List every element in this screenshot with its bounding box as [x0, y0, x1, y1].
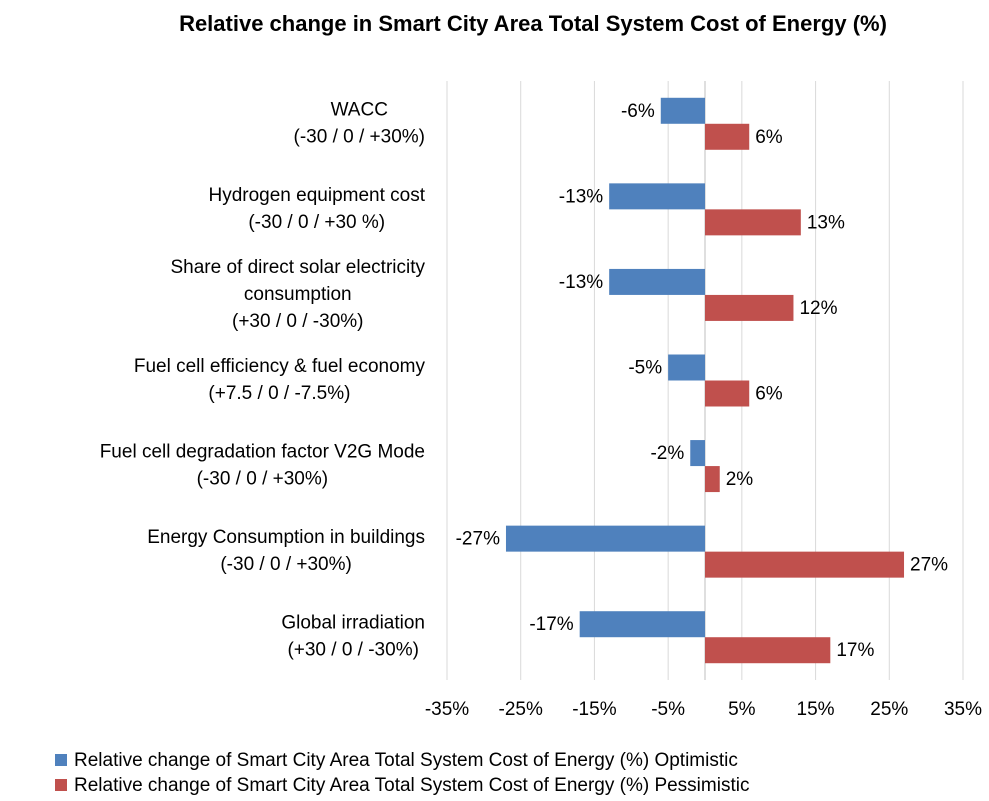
bar [705, 380, 750, 407]
category-label-line: consumption [244, 284, 352, 305]
category-label-line: (-30 / 0 / +30%) [197, 469, 328, 490]
category-label-line: Global irradiation [281, 613, 425, 634]
category-label: Hydrogen equipment cost (-30 / 0 / +30 %) [208, 185, 425, 233]
bar [705, 551, 905, 578]
data-label: 12% [799, 298, 837, 319]
data-label: -2% [650, 443, 684, 464]
category-label: WACC (-30 / 0 / +30%) [294, 99, 425, 147]
bar [705, 294, 794, 321]
data-label: 6% [755, 127, 783, 148]
category-label-line: Share of direct solar electricity [171, 257, 426, 278]
x-tick-label: -15% [572, 699, 616, 720]
category-label-line: (-30 / 0 / +30%) [294, 126, 425, 147]
bar [668, 354, 705, 381]
data-label: 17% [836, 640, 874, 661]
bar [579, 611, 705, 638]
category-label-line: Hydrogen equipment cost [208, 185, 425, 206]
bar [609, 268, 705, 295]
x-tick-label: 5% [728, 699, 756, 720]
data-label: 27% [910, 555, 948, 576]
category-label: Share of direct solar electricity consump… [171, 257, 426, 332]
bar [705, 209, 801, 236]
data-label: 2% [726, 469, 754, 490]
x-tick-label: -5% [651, 699, 685, 720]
x-tick-label: 15% [797, 699, 835, 720]
category-label-line: Fuel cell degradation factor V2G Mode [100, 442, 425, 463]
category-label-line: (-30 / 0 / +30%) [220, 554, 351, 575]
bar [705, 123, 750, 150]
category-label-line: (+30 / 0 / -30%) [232, 311, 363, 332]
bar [705, 466, 720, 493]
bar [609, 183, 705, 210]
legend-label: Relative change of Smart City Area Total… [74, 775, 749, 796]
data-label: -6% [621, 101, 655, 122]
bar [505, 525, 705, 552]
category-label-line: (+7.5 / 0 / -7.5%) [208, 383, 350, 404]
data-label: 6% [755, 384, 783, 405]
category-label-line: (+30 / 0 / -30%) [287, 640, 418, 661]
legend-swatch [55, 779, 67, 791]
data-label: 13% [807, 212, 845, 233]
category-label-line: Energy Consumption in buildings [147, 527, 425, 548]
x-tick-label: 25% [870, 699, 908, 720]
bar [690, 440, 705, 467]
category-label: Fuel cell efficiency & fuel economy (+7.5… [134, 356, 426, 404]
bar [660, 97, 705, 124]
category-label: Energy Consumption in buildings (-30 / 0 … [147, 527, 425, 575]
x-tick-label: -35% [425, 699, 469, 720]
category-label-line: Fuel cell efficiency & fuel economy [134, 356, 426, 377]
data-label: -13% [559, 186, 603, 207]
legend-label: Relative change of Smart City Area Total… [74, 750, 738, 771]
data-label: -13% [559, 272, 603, 293]
x-tick-label: 35% [944, 699, 982, 720]
data-label: -27% [456, 529, 500, 550]
category-label-line: (-30 / 0 / +30 %) [248, 212, 385, 233]
data-label: -5% [628, 358, 662, 379]
category-label: Fuel cell degradation factor V2G Mode (-3… [100, 442, 425, 490]
category-label: Global irradiation (+30 / 0 / -30%) [281, 613, 425, 661]
category-label-line: WACC [331, 99, 388, 120]
data-label: -17% [529, 614, 573, 635]
chart-title: Relative change in Smart City Area Total… [179, 11, 887, 36]
legend-swatch [55, 754, 67, 766]
bar [705, 637, 831, 664]
x-tick-label: -25% [499, 699, 543, 720]
